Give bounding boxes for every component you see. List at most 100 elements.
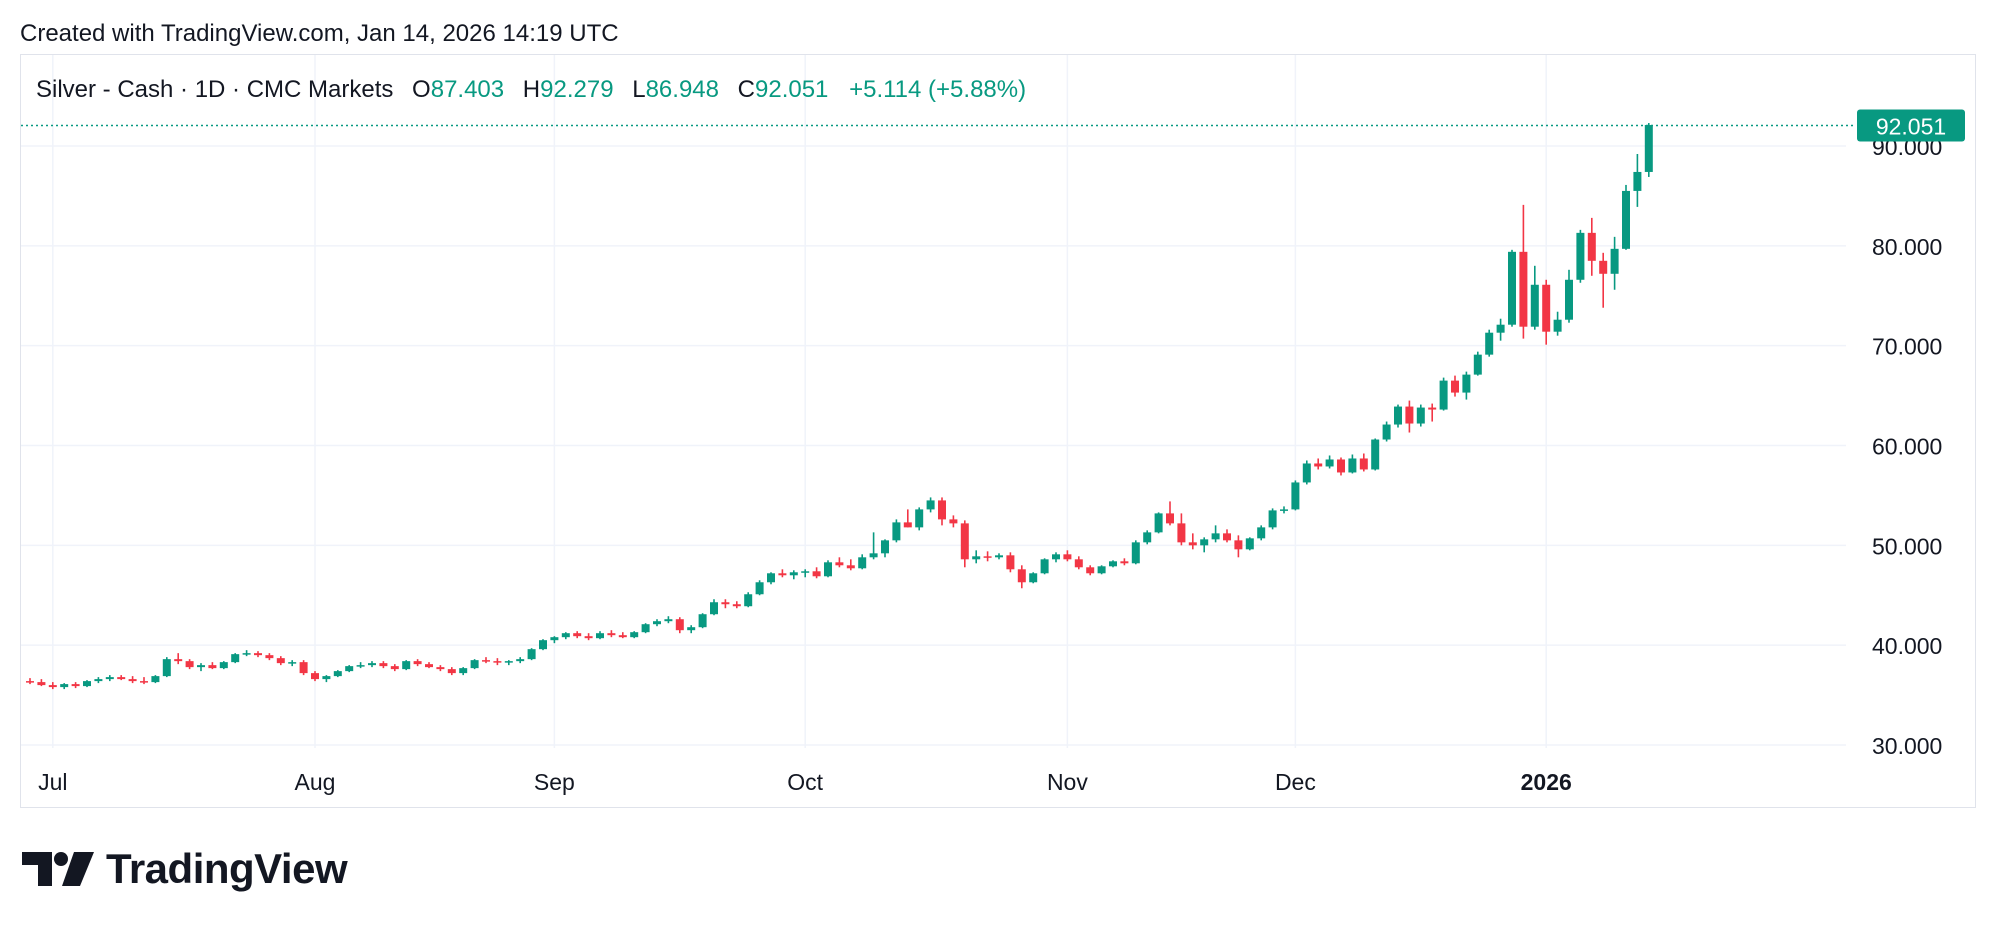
- candle[interactable]: [789, 570, 798, 580]
- candle[interactable]: [1439, 377, 1448, 411]
- candle[interactable]: [1188, 533, 1197, 550]
- candle[interactable]: [48, 682, 57, 690]
- candle[interactable]: [1268, 508, 1277, 530]
- candle[interactable]: [1553, 311, 1562, 336]
- candle[interactable]: [767, 572, 775, 585]
- candle[interactable]: [915, 507, 924, 531]
- candle[interactable]: [276, 656, 285, 666]
- candle[interactable]: [94, 677, 103, 684]
- candle[interactable]: [402, 660, 411, 671]
- candle[interactable]: [425, 662, 433, 669]
- candle[interactable]: [1496, 318, 1505, 341]
- candle[interactable]: [561, 632, 570, 640]
- candle[interactable]: [459, 667, 468, 676]
- candle[interactable]: [231, 653, 240, 664]
- candle[interactable]: [219, 661, 228, 670]
- candle[interactable]: [1451, 375, 1459, 397]
- candle[interactable]: [242, 650, 251, 657]
- candle[interactable]: [1519, 204, 1528, 339]
- candle[interactable]: [208, 662, 217, 670]
- symbol-legend[interactable]: Silver - Cash · 1D · CMC Markets O87.403…: [36, 76, 1026, 104]
- candle[interactable]: [584, 633, 593, 641]
- candle[interactable]: [37, 679, 46, 687]
- candle[interactable]: [1371, 438, 1380, 471]
- candle[interactable]: [972, 550, 981, 564]
- candle[interactable]: [1086, 565, 1095, 576]
- candle[interactable]: [1166, 501, 1174, 526]
- candle[interactable]: [516, 657, 525, 664]
- candle[interactable]: [174, 653, 183, 665]
- candle[interactable]: [470, 659, 479, 670]
- candle[interactable]: [197, 663, 205, 672]
- candle[interactable]: [390, 664, 399, 672]
- candle[interactable]: [1177, 513, 1186, 546]
- candle[interactable]: [869, 532, 878, 560]
- candle[interactable]: [1359, 453, 1368, 472]
- candle[interactable]: [1565, 269, 1573, 323]
- candle[interactable]: [1610, 236, 1619, 290]
- candle[interactable]: [1576, 229, 1585, 283]
- candle[interactable]: [983, 551, 992, 562]
- candle[interactable]: [345, 665, 354, 673]
- candle[interactable]: [573, 631, 582, 639]
- candle[interactable]: [71, 682, 80, 689]
- candle[interactable]: [1211, 525, 1220, 543]
- candle[interactable]: [653, 619, 661, 627]
- candle[interactable]: [1040, 558, 1049, 575]
- candle[interactable]: [311, 671, 319, 682]
- candle[interactable]: [1234, 535, 1243, 558]
- candle[interactable]: [744, 592, 753, 608]
- candle[interactable]: [710, 599, 718, 616]
- candle[interactable]: [1302, 460, 1311, 485]
- candle[interactable]: [881, 539, 889, 558]
- candle[interactable]: [846, 559, 855, 571]
- candle[interactable]: [1416, 404, 1425, 427]
- candle[interactable]: [1074, 556, 1083, 570]
- candle[interactable]: [630, 631, 639, 639]
- candle[interactable]: [60, 683, 69, 690]
- candle[interactable]: [949, 515, 958, 528]
- candle[interactable]: [812, 567, 821, 579]
- candle[interactable]: [903, 509, 912, 528]
- candle[interactable]: [1633, 153, 1642, 207]
- candle[interactable]: [482, 657, 490, 664]
- candle[interactable]: [1280, 506, 1288, 514]
- candle[interactable]: [755, 580, 764, 596]
- candle[interactable]: [1382, 421, 1391, 442]
- candle[interactable]: [835, 557, 844, 568]
- candle[interactable]: [1143, 530, 1152, 545]
- candle[interactable]: [778, 569, 787, 578]
- candle[interactable]: [858, 554, 867, 570]
- candle[interactable]: [732, 601, 741, 609]
- candle[interactable]: [1530, 265, 1539, 330]
- candle[interactable]: [1337, 457, 1345, 476]
- candle[interactable]: [938, 497, 946, 526]
- candle[interactable]: [1120, 558, 1129, 566]
- candle[interactable]: [892, 519, 901, 543]
- candle[interactable]: [664, 616, 673, 624]
- candle[interactable]: [105, 675, 114, 682]
- candle[interactable]: [1405, 400, 1414, 433]
- candle[interactable]: [1131, 540, 1140, 565]
- candle[interactable]: [1325, 455, 1334, 469]
- candle[interactable]: [356, 662, 365, 669]
- candle[interactable]: [436, 665, 445, 672]
- candle[interactable]: [299, 660, 308, 676]
- chart-frame[interactable]: [20, 54, 1976, 808]
- candle[interactable]: [721, 599, 730, 609]
- candle[interactable]: [1644, 123, 1653, 177]
- candle[interactable]: [26, 678, 34, 685]
- candle[interactable]: [1542, 279, 1551, 345]
- candle[interactable]: [1017, 565, 1026, 589]
- candle[interactable]: [1314, 458, 1323, 470]
- candle[interactable]: [151, 675, 160, 684]
- candle[interactable]: [379, 661, 388, 669]
- candle[interactable]: [1428, 403, 1437, 422]
- brand[interactable]: TradingView: [22, 845, 348, 893]
- candle[interactable]: [117, 675, 126, 681]
- candle[interactable]: [801, 569, 810, 578]
- candle[interactable]: [1052, 552, 1060, 563]
- candle[interactable]: [504, 660, 513, 666]
- candle[interactable]: [1291, 480, 1300, 511]
